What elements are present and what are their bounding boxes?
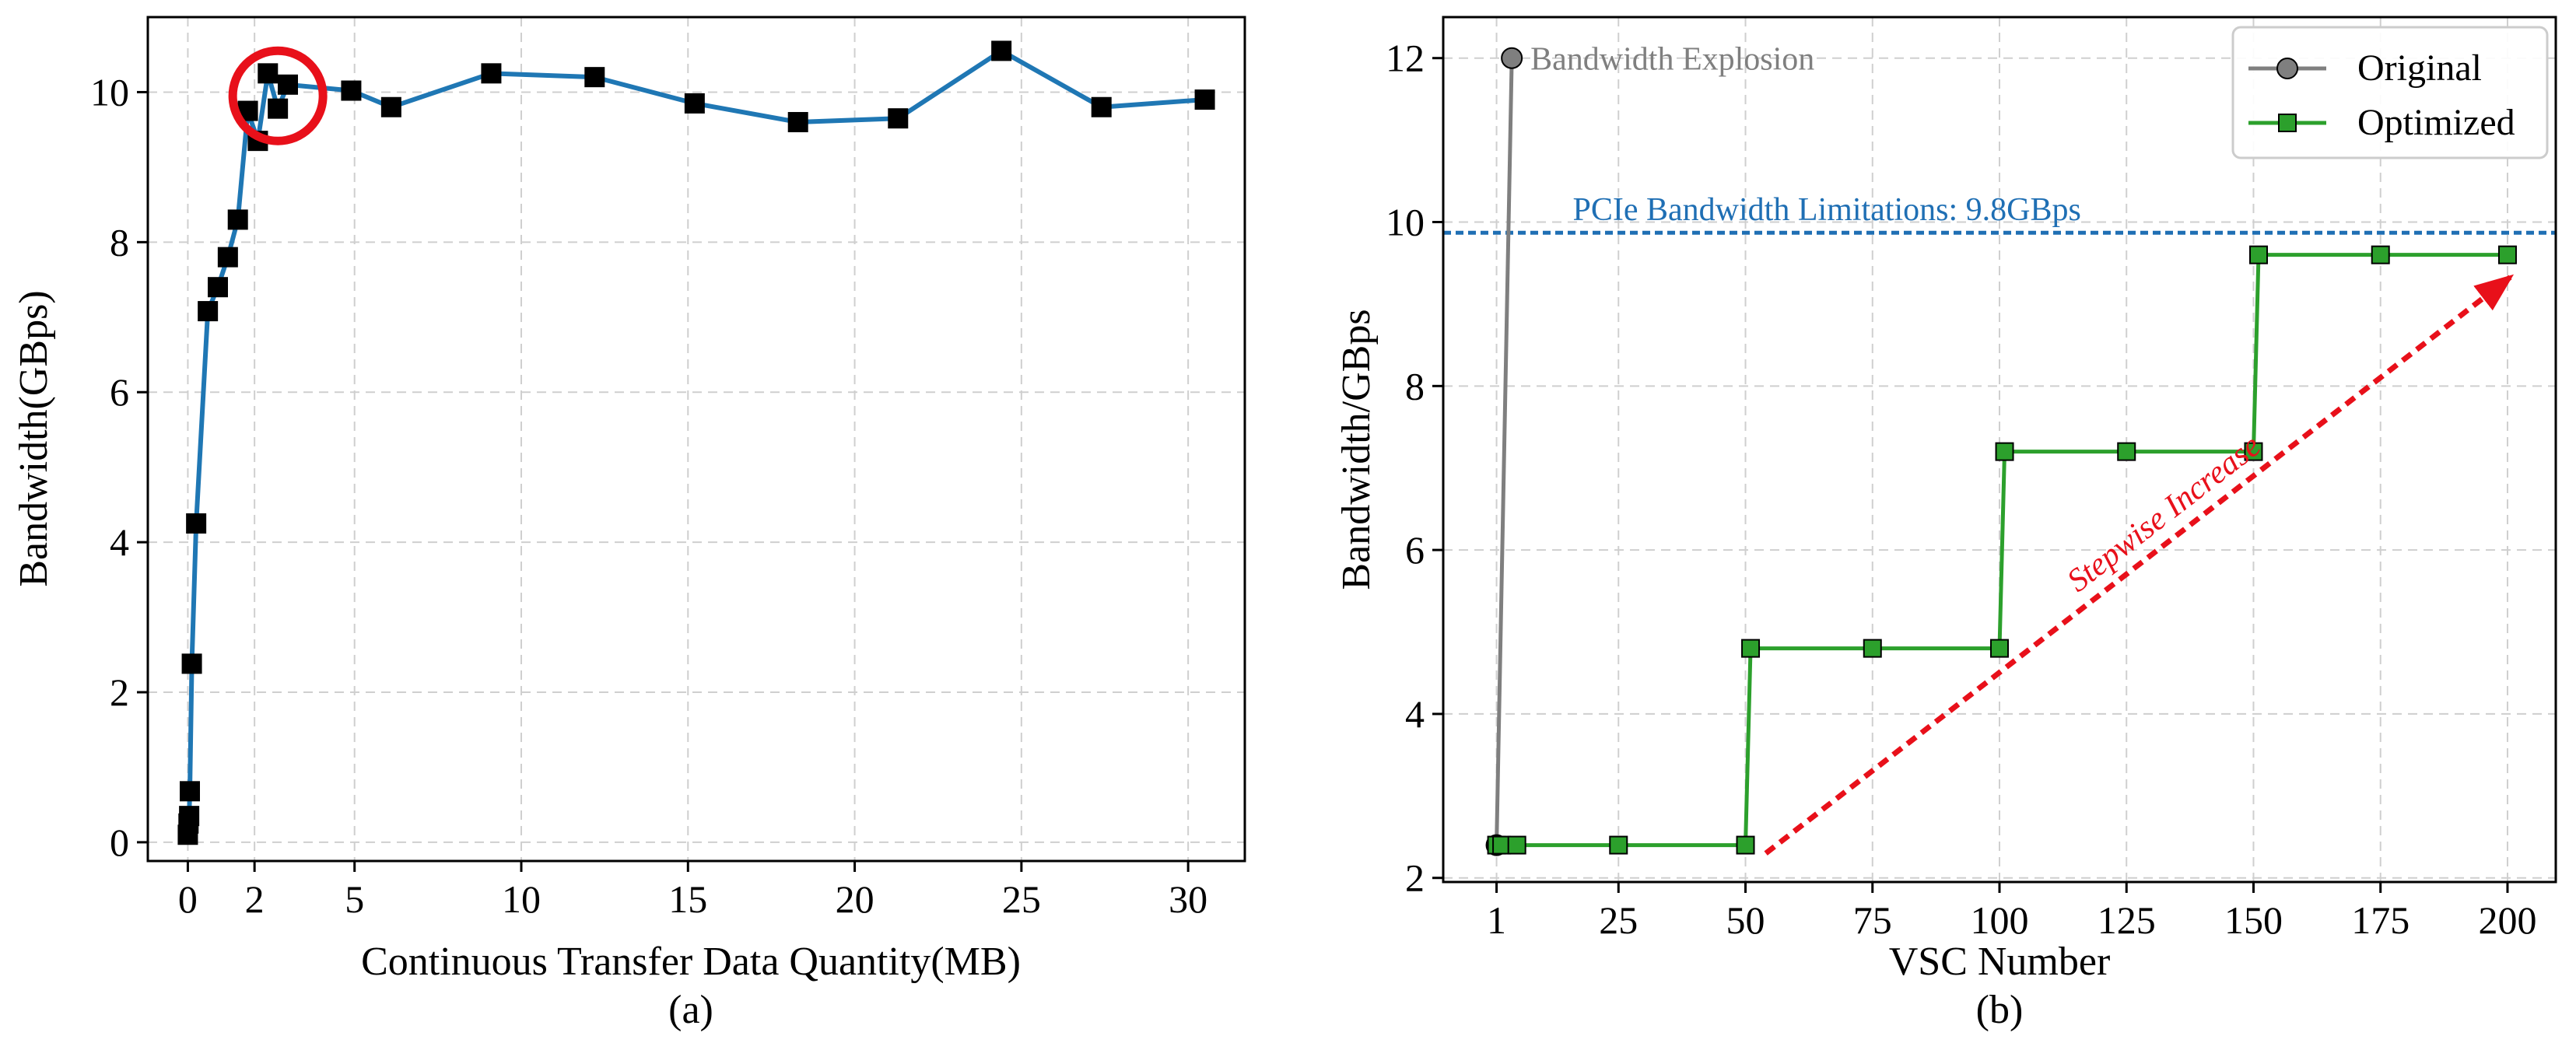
y-tick-label: 10 [90,70,129,114]
data-point [1091,96,1112,117]
legend-box [2231,26,2549,159]
ylabel-a: Bandwidth(GBps) [12,290,56,586]
data-point-original [1501,47,1523,69]
data-point-optimized [2117,442,2136,461]
y-tick-label: 4 [110,520,129,564]
pcie-limit-label: PCIe Bandwidth Limitations: 9.8GBps [1573,192,2081,228]
x-tick-label: 2 [245,877,265,921]
data-point [180,781,200,802]
data-point [186,513,207,534]
data-point [208,277,228,298]
data-point-optimized [1995,442,2014,461]
y-tick-label: 12 [1386,37,1425,80]
x-tick-label: 25 [1599,898,1638,942]
ylabel-b: Bandwidth/GBps [1334,309,1379,590]
xlabel-a: Continuous Transfer Data Quantity(MB) [361,940,1021,984]
data-point [258,63,279,84]
data-point [179,806,200,827]
data-point [991,40,1012,61]
data-point-optimized [2244,442,2263,461]
legend-label-original: Original [2357,47,2482,89]
x-tick-label: 175 [2351,898,2410,942]
data-point [278,74,298,95]
panel-label-a: (a) [668,988,713,1032]
axes-frame-b [1442,16,2557,884]
plot-a [177,40,1215,845]
x-tick-label: 150 [2224,898,2283,942]
x-tick-label: 25 [1002,877,1041,921]
axes-frame-a [146,16,1246,863]
data-point [584,67,605,88]
x-tick-label: 125 [2098,898,2156,942]
xlabel-b: VSC Number [1889,940,2111,984]
reference-line-group: PCIe Bandwidth Limitations: 9.8GBps [1443,192,2556,235]
x-tick-label: 5 [345,877,364,921]
data-point [227,209,248,230]
data-point [684,93,705,114]
data-point [481,63,502,84]
x-tick-label: 50 [1726,898,1765,942]
x-tick-label: 10 [502,877,541,921]
x-tick-label: 1 [1487,898,1506,942]
annotations-b: Bandwidth Explosion Stepwise Increase [1530,42,2515,856]
y-tick-label: 6 [110,370,129,414]
data-point [181,653,202,674]
x-tick-label: 200 [2478,898,2536,942]
x-tick-label: 30 [1169,877,1207,921]
data-point [268,98,289,119]
y-tick-label: 2 [110,670,129,714]
x-tick-label: 100 [1971,898,2029,942]
data-point [380,96,401,117]
legend: Original Optimized [2231,26,2549,159]
x-tick-label: 0 [178,877,198,921]
legend-label-optimized: Optimized [2357,102,2515,143]
data-point-optimized [2497,245,2517,264]
y-tick-label: 4 [1405,692,1425,736]
stepwise-increase-arrow [1764,273,2515,856]
data-point [888,108,909,129]
data-point-optimized [2371,245,2390,264]
y-tick-label: 10 [1386,201,1425,244]
stepwise-increase-label: Stepwise Increase [2061,428,2268,599]
series-line-optimized [1496,253,2508,848]
bandwidth-series-line [185,48,1205,835]
data-point-optimized [1507,835,1526,855]
y-tick-label: 8 [110,220,129,264]
data-point [217,247,238,268]
data-point-optimized [1990,639,2009,658]
data-point-optimized [2249,245,2269,264]
data-point-optimized [1609,835,1628,855]
plot-b [1485,47,2517,856]
grid-a [148,17,1245,861]
y-tick-label: 8 [1405,364,1425,408]
data-point [198,301,219,322]
x-tick-label: 75 [1853,898,1892,942]
panel-label-b: (b) [1976,988,2024,1032]
legend-marker-optimized [2278,114,2297,132]
bandwidth-explosion-label: Bandwidth Explosion [1530,42,1814,78]
data-point-optimized [1863,639,1882,658]
x-tick-label: 20 [836,877,874,921]
data-point [341,80,362,101]
data-point [1194,89,1215,110]
legend-marker-original [2276,58,2298,79]
data-point-optimized [1741,639,1761,658]
y-tick-label: 0 [110,821,129,864]
x-tick-label: 15 [668,877,707,921]
data-point-optimized [1736,835,1755,855]
y-tick-label: 6 [1405,528,1425,572]
y-tick-label: 2 [1405,856,1425,900]
highlight-circle [228,46,328,145]
data-point [787,112,808,133]
series-line-original [1495,58,1514,845]
